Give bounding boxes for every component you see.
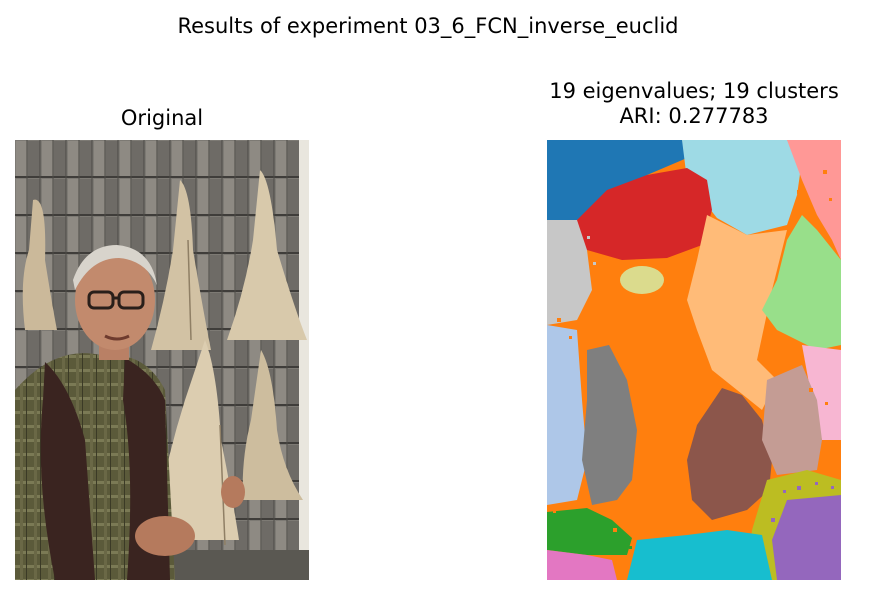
original-image: [15, 140, 309, 580]
segmentation-image: [547, 140, 841, 580]
segmentation-title-line-1: 19 eigenvalues; 19 clusters: [549, 79, 839, 103]
original-panel-title: Original: [120, 106, 204, 130]
segmentation-panel-title: 19 eigenvalues; 19 clusters ARI: 0.27778…: [494, 79, 881, 129]
figure-suptitle: Results of experiment 03_6_FCN_inverse_e…: [177, 14, 679, 38]
segmentation-title-line-2: ARI: 0.277783: [619, 104, 769, 128]
